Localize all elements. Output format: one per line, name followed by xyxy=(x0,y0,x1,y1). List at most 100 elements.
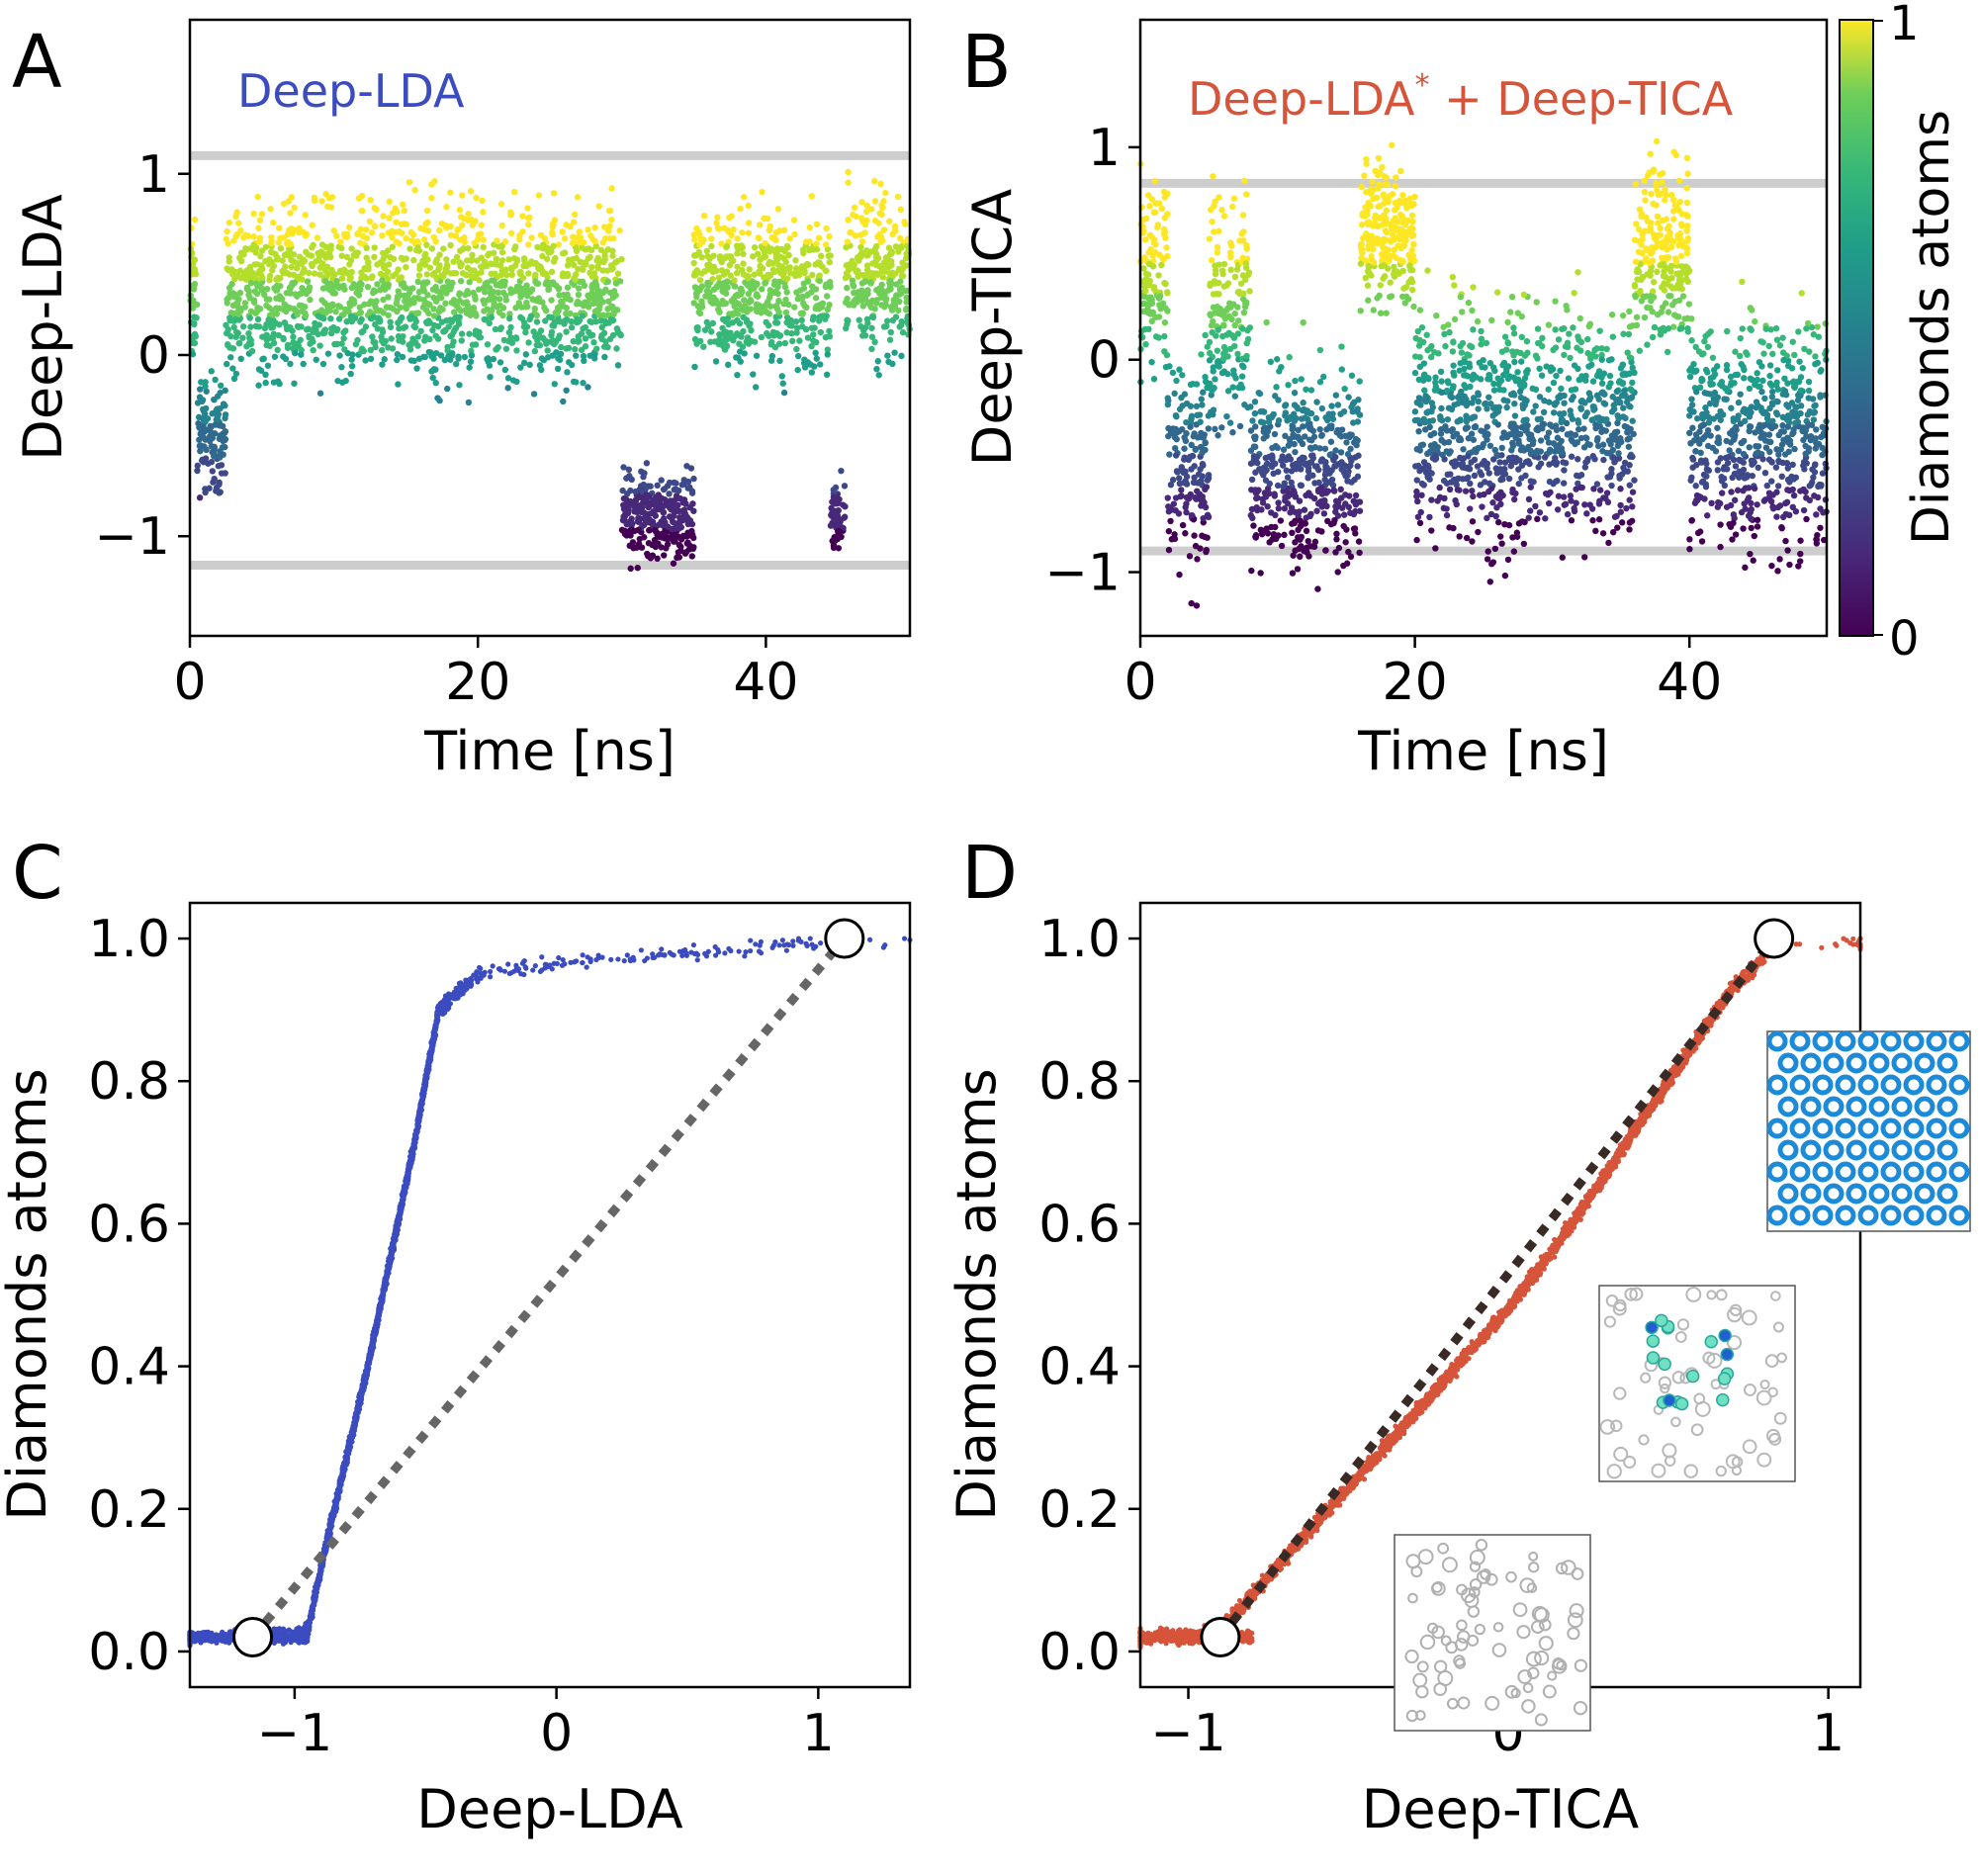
panel-a-point xyxy=(734,371,741,379)
panel-a-point xyxy=(269,323,277,331)
panel-b-point xyxy=(1164,395,1171,402)
panel-b-point xyxy=(1338,366,1346,373)
panel-a-point xyxy=(738,305,746,312)
panel-b-point xyxy=(1312,414,1320,422)
panel-b-point xyxy=(1298,533,1305,541)
panel-a-point xyxy=(269,312,276,318)
panel-b-point xyxy=(1511,358,1518,366)
panel-a-point xyxy=(413,365,420,372)
panel-a-point xyxy=(469,341,477,348)
panel-a-point xyxy=(517,268,524,276)
panel-a-point xyxy=(395,381,402,388)
panel-a-point xyxy=(683,540,691,547)
panel-a-point xyxy=(465,290,472,298)
panel-b-point xyxy=(1352,454,1359,461)
panel-a-point xyxy=(704,252,711,260)
panel-a-point xyxy=(501,366,508,374)
panel-b-point xyxy=(1263,461,1271,468)
panel-a-point xyxy=(498,222,505,229)
panel-b-point xyxy=(1232,375,1239,382)
panel-a-xlabel: Time [ns] xyxy=(423,720,675,782)
panel-a-point xyxy=(817,261,824,269)
panel-a-point xyxy=(716,309,723,315)
panel-a-point xyxy=(559,228,566,235)
panel-b-point xyxy=(1206,235,1214,242)
panel-b-point xyxy=(1172,411,1180,419)
panel-b-point xyxy=(1219,270,1226,278)
panel-a-point xyxy=(436,397,443,404)
panel-a-point xyxy=(437,305,444,312)
panel-a-point xyxy=(371,223,379,229)
panel-b-point xyxy=(1300,318,1306,326)
panel-a-point xyxy=(276,321,283,328)
panel-a-point xyxy=(522,328,529,336)
panel-b-point xyxy=(1469,518,1477,525)
panel-b-point xyxy=(1618,519,1626,526)
panel-b-point xyxy=(1340,511,1348,518)
panel-b-point xyxy=(1621,422,1629,430)
panel-b-point xyxy=(1354,418,1362,425)
panel-b-point xyxy=(1230,195,1238,202)
panel-a-point xyxy=(550,242,557,250)
panel-a-point xyxy=(415,272,423,279)
panel-a-point xyxy=(206,433,214,440)
panel-a-point xyxy=(209,410,216,417)
panel-a-point xyxy=(410,295,418,302)
panel-b-point xyxy=(1215,291,1222,298)
panel-a-point xyxy=(215,410,223,418)
panel-b-point xyxy=(1242,276,1249,284)
panel-a-point xyxy=(466,364,473,371)
panel-b-point xyxy=(1389,191,1396,198)
panel-b-point xyxy=(1414,513,1422,520)
panel-a-point xyxy=(564,284,572,291)
panel-a-point xyxy=(668,499,675,507)
panel-b: Deep-LDA* + Deep-TICA −101 0 20 40 Time [n… xyxy=(961,0,1961,782)
panel-a-point xyxy=(203,446,210,454)
panel-a-point xyxy=(783,329,790,336)
panel-a-point xyxy=(608,185,615,192)
panel-a-point xyxy=(647,510,654,517)
panel-b-point xyxy=(1511,401,1518,407)
panel-a-point xyxy=(832,499,840,507)
panel-a-point xyxy=(750,371,757,378)
panel-b-point xyxy=(1462,488,1470,494)
panel-a-point xyxy=(362,357,369,364)
panel-a-point xyxy=(496,359,504,366)
panel-a-point xyxy=(361,265,368,272)
panel-a-point xyxy=(480,243,487,251)
panel-a-point xyxy=(533,341,540,349)
panel-a-xtick-label: 0 xyxy=(173,653,206,712)
panel-a-point xyxy=(710,296,717,303)
panel-a-point xyxy=(772,303,779,310)
panel-a-point xyxy=(690,507,697,514)
panel-a-point xyxy=(815,234,823,241)
panel-a-point xyxy=(230,375,238,383)
panel-a-point xyxy=(217,404,224,412)
panel-a-point xyxy=(743,272,750,279)
panel-b-point xyxy=(1498,348,1506,355)
panel-b-point xyxy=(1585,397,1593,403)
panel-b-point xyxy=(1169,425,1177,432)
panel-a-point xyxy=(586,253,593,261)
panel-a-point xyxy=(271,285,278,292)
panel-b-point xyxy=(1306,436,1313,443)
panel-a-point xyxy=(270,219,277,226)
panel-b-point xyxy=(1342,432,1349,440)
panel-b-point xyxy=(1522,472,1529,480)
panel-b-point xyxy=(1518,313,1525,320)
panel-b-point xyxy=(1155,272,1162,279)
panel-a-point xyxy=(319,250,327,257)
panel-a-point xyxy=(568,317,575,325)
panel-b-point xyxy=(1241,402,1248,408)
panel-a-point xyxy=(227,354,234,361)
panel-a-point xyxy=(654,531,661,539)
panel-a-point xyxy=(675,549,682,556)
panel-b-point xyxy=(1165,546,1173,554)
panel-b-point xyxy=(1338,504,1346,511)
panel-a-point xyxy=(223,321,229,329)
panel-a-point xyxy=(807,246,814,253)
panel-a-point xyxy=(739,229,746,236)
panel-a-point xyxy=(817,361,824,368)
panel-a-point xyxy=(564,270,572,278)
panel-a-point xyxy=(456,313,463,320)
